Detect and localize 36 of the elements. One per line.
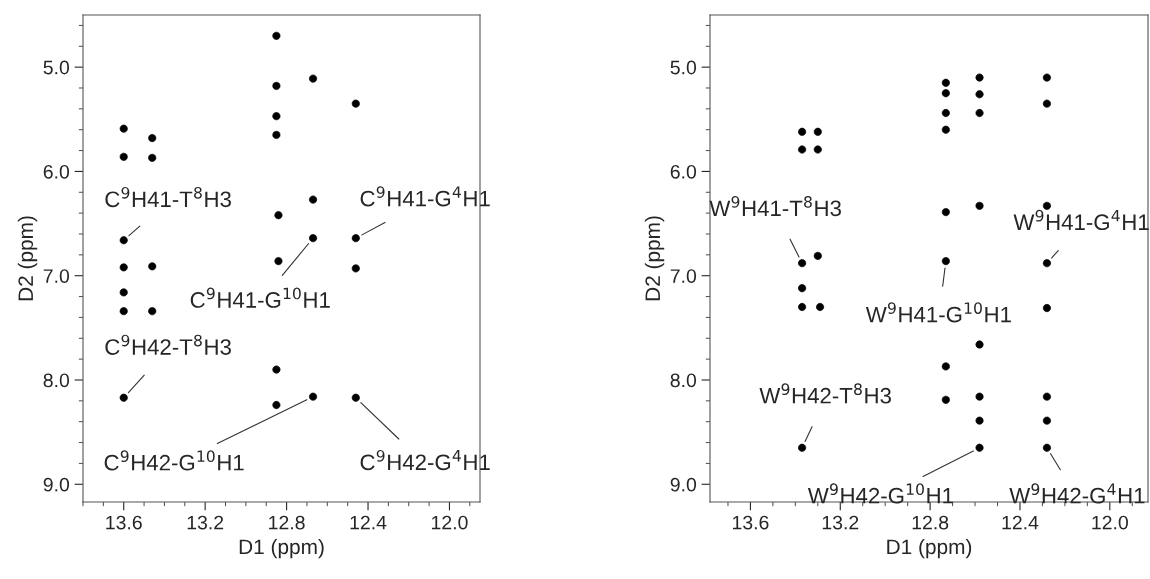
x-axis-title: D1 (ppm) xyxy=(239,538,324,559)
x-tick-label: 12.0 xyxy=(1092,515,1128,530)
y-tick-label: 8.0 xyxy=(43,373,70,388)
y-axis-title: D2 (ppm) xyxy=(17,216,38,301)
y-tick-label: 5.0 xyxy=(43,60,70,75)
x-tick-label: 12.8 xyxy=(912,515,949,530)
annotation: C$^{9}$H42-G$^{4}$H1 xyxy=(360,449,490,471)
annotation: W$^{9}$H41-G$^{4}$H1 xyxy=(1013,209,1149,231)
y-tick-label: 5.0 xyxy=(670,60,697,75)
annotation: W$^{9}$H42-G$^{4}$H1 xyxy=(1009,483,1145,504)
y-axis-title: D2 (ppm) xyxy=(644,216,665,301)
annotation: C$^{9}$H42-G$^{10}$H1 xyxy=(104,450,244,471)
x-tick-label: 12.8 xyxy=(269,515,305,530)
x-tick-label: 12.4 xyxy=(1002,515,1039,530)
y-tick-label: 9.0 xyxy=(43,477,70,492)
annotation: C$^{9}$H42-T$^{8}$H3 xyxy=(105,334,231,355)
x-tick-label: 12.0 xyxy=(432,515,468,530)
annotation: C$^{9}$H41-T$^{8}$H3 xyxy=(105,186,231,208)
x-tick-label: 13.6 xyxy=(106,515,142,530)
annotation: W$^{9}$H42-T$^{8}$H3 xyxy=(759,383,891,404)
annotation: C$^{9}$H41-G$^{10}$H1 xyxy=(190,287,330,308)
y-tick-label: 6.0 xyxy=(43,164,70,179)
y-tick-label: 7.0 xyxy=(670,269,697,283)
annotation: C$^{9}$H41-G$^{4}$H1 xyxy=(360,186,490,207)
x-tick-label: 13.2 xyxy=(822,515,859,530)
x-tick-label: 12.4 xyxy=(350,515,387,530)
x-tick-label: 13.2 xyxy=(187,515,224,530)
x-axis-title: D1 (ppm) xyxy=(887,538,972,559)
annotation: W$^{9}$H41-G$^{10}$H1 xyxy=(865,302,1011,323)
y-tick-label: 7.0 xyxy=(43,269,70,283)
annotation: W$^{9}$H42-G$^{10}$H1 xyxy=(807,483,953,504)
y-tick-label: 9.0 xyxy=(670,477,697,492)
y-tick-label: 6.0 xyxy=(670,164,697,179)
y-tick-label: 8.0 xyxy=(670,373,697,388)
x-tick-label: 13.6 xyxy=(732,515,769,530)
annotation: W$^{9}$H41-T$^{8}$H3 xyxy=(709,195,841,217)
